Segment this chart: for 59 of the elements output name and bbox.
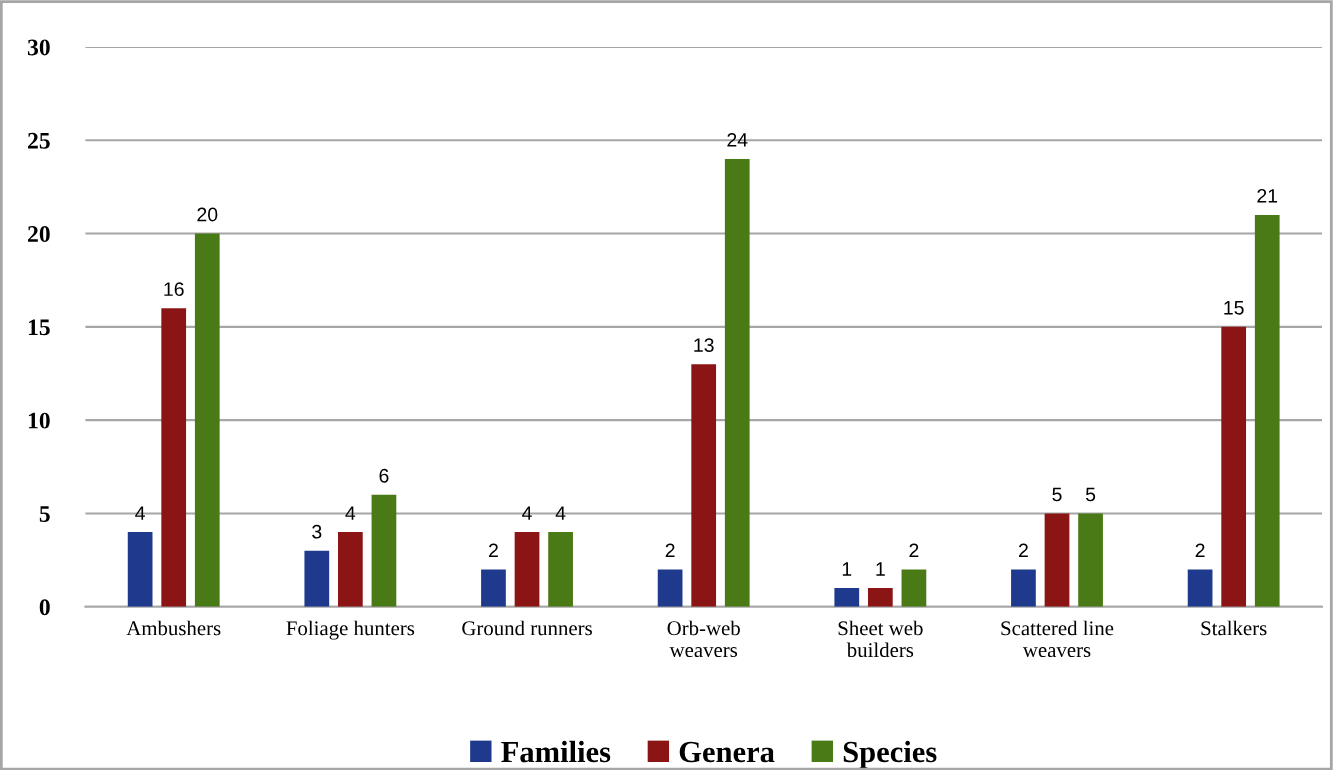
data-label: 6 (379, 468, 389, 483)
legend-label: Families (501, 740, 611, 763)
bar (1011, 569, 1036, 607)
bar (304, 550, 330, 607)
data-label: 3 (312, 524, 322, 539)
y-tick-label: 20 (28, 226, 50, 242)
y-tick-label: 5 (39, 506, 50, 522)
bar (194, 233, 220, 607)
data-label: 4 (345, 506, 356, 520)
data-label: 1 (876, 562, 885, 576)
x-tick-label: Orb-web weavers (667, 620, 740, 658)
data-label: 1 (842, 562, 852, 576)
x-tick-label: Stalkers (1201, 620, 1267, 636)
data-label: 2 (665, 543, 675, 558)
x-tick-label: Foliage hunters (286, 620, 415, 640)
bar (1187, 569, 1213, 607)
data-label: 5 (1052, 487, 1062, 502)
x-tick-label: Ground runners (462, 620, 592, 636)
bar (901, 569, 927, 607)
bar (1254, 214, 1280, 607)
bar (1078, 513, 1103, 607)
data-label: 13 (694, 338, 714, 353)
bar (161, 308, 187, 607)
bar (127, 532, 153, 607)
y-tick-label: 30 (27, 39, 50, 56)
bar (834, 588, 860, 607)
data-label: 21 (1257, 188, 1278, 203)
bar (1044, 513, 1070, 607)
bar (514, 532, 540, 607)
x-tick-label: Scattered line weavers (1001, 620, 1114, 658)
bar (724, 158, 750, 607)
bar (691, 364, 717, 607)
bar (657, 569, 683, 607)
y-tick-label: 15 (28, 319, 50, 336)
data-label: 2 (1019, 543, 1028, 558)
data-label: 20 (197, 207, 218, 222)
data-label: 16 (164, 282, 184, 297)
bar (1221, 326, 1247, 607)
y-tick-label: 25 (28, 132, 50, 149)
data-label: 5 (1085, 487, 1096, 502)
data-label: 4 (522, 506, 532, 520)
bar (338, 532, 363, 607)
legend-label: Genera (679, 741, 775, 763)
data-label: 2 (1195, 543, 1205, 558)
data-label: 15 (1224, 301, 1244, 315)
x-tick-label: Ambushers (126, 620, 221, 636)
data-label: 24 (727, 132, 748, 147)
bar (548, 532, 573, 607)
data-label: 4 (135, 506, 145, 520)
bar (371, 494, 397, 607)
bar (867, 588, 893, 607)
data-label: 4 (555, 506, 566, 520)
data-label: 2 (489, 543, 498, 558)
y-tick-label: 10 (28, 412, 50, 429)
bar (481, 569, 506, 607)
legend-label: Species (843, 740, 937, 769)
x-tick-label: Sheet web builders (838, 620, 923, 658)
data-label: 2 (909, 543, 919, 558)
y-tick-label: 0 (39, 599, 50, 616)
